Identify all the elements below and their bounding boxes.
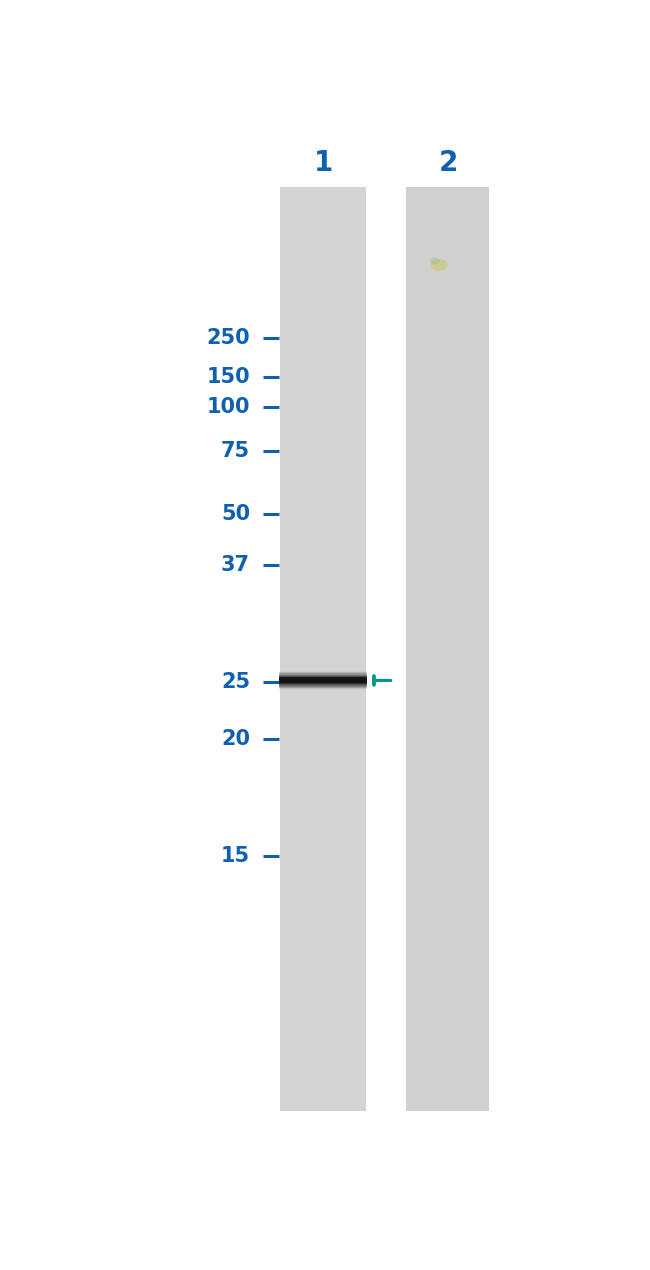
Text: 100: 100 bbox=[207, 396, 250, 417]
Ellipse shape bbox=[430, 259, 448, 271]
Text: 1: 1 bbox=[313, 149, 333, 177]
Text: 150: 150 bbox=[207, 367, 250, 387]
Bar bbox=[406, 187, 489, 1111]
Ellipse shape bbox=[430, 258, 440, 264]
Text: 25: 25 bbox=[221, 672, 250, 692]
Bar bbox=[280, 187, 366, 1111]
Text: 50: 50 bbox=[221, 504, 250, 525]
Text: 20: 20 bbox=[221, 729, 250, 749]
Text: 2: 2 bbox=[438, 149, 458, 177]
Text: 37: 37 bbox=[221, 555, 250, 575]
Text: 75: 75 bbox=[221, 441, 250, 461]
Text: 15: 15 bbox=[221, 847, 250, 866]
Text: 250: 250 bbox=[207, 328, 250, 348]
